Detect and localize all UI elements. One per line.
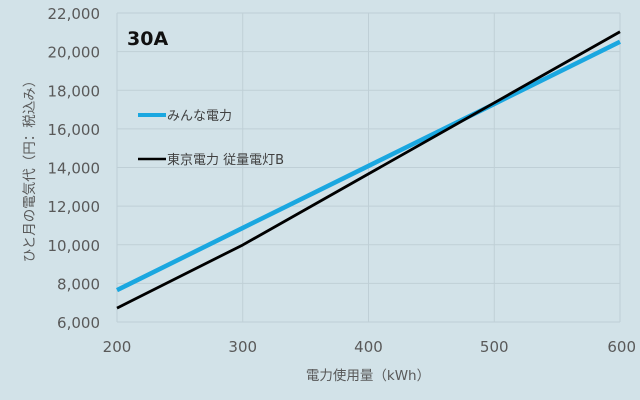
y-tick-label: 6,000	[57, 314, 100, 332]
x-tick-label: 400	[354, 338, 383, 356]
y-tick-label: 18,000	[48, 82, 101, 100]
chart-title: 30A	[127, 28, 168, 50]
legend-item-minna-denryoku: みんな電力	[138, 109, 232, 124]
x-tick-label: 200	[103, 338, 132, 356]
y-tick-label: 16,000	[48, 121, 101, 139]
x-tick-label: 600	[607, 338, 636, 356]
y-tick-label: 22,000	[48, 5, 101, 23]
legend-item-tepco: 東京電力 従量電灯B	[138, 152, 284, 168]
legend-label: 東京電力 従量電灯B	[167, 152, 284, 168]
y-tick-label: 10,000	[48, 237, 101, 255]
x-axis-tick-labels: 200 300 400 500 600	[103, 338, 636, 356]
series-line-0	[116, 39, 621, 293]
legend: みんな電力 東京電力 従量電灯B	[138, 109, 284, 168]
y-tick-label: 12,000	[48, 198, 101, 216]
data-series	[116, 30, 621, 310]
series-line-1	[116, 30, 621, 310]
x-tick-label: 300	[228, 338, 257, 356]
y-tick-label: 14,000	[48, 160, 101, 178]
y-tick-label: 8,000	[57, 275, 100, 293]
y-tick-label: 20,000	[48, 44, 101, 62]
y-axis-title: ひと月の電気代（円：税込み）	[22, 74, 38, 263]
x-axis-title: 電力使用量（kWh）	[306, 367, 430, 384]
y-axis-tick-labels: 6,000 8,000 10,000 12,000 14,000 16,000 18,000…	[48, 5, 101, 332]
x-tick-label: 500	[480, 338, 509, 356]
legend-label: みんな電力	[167, 109, 232, 124]
